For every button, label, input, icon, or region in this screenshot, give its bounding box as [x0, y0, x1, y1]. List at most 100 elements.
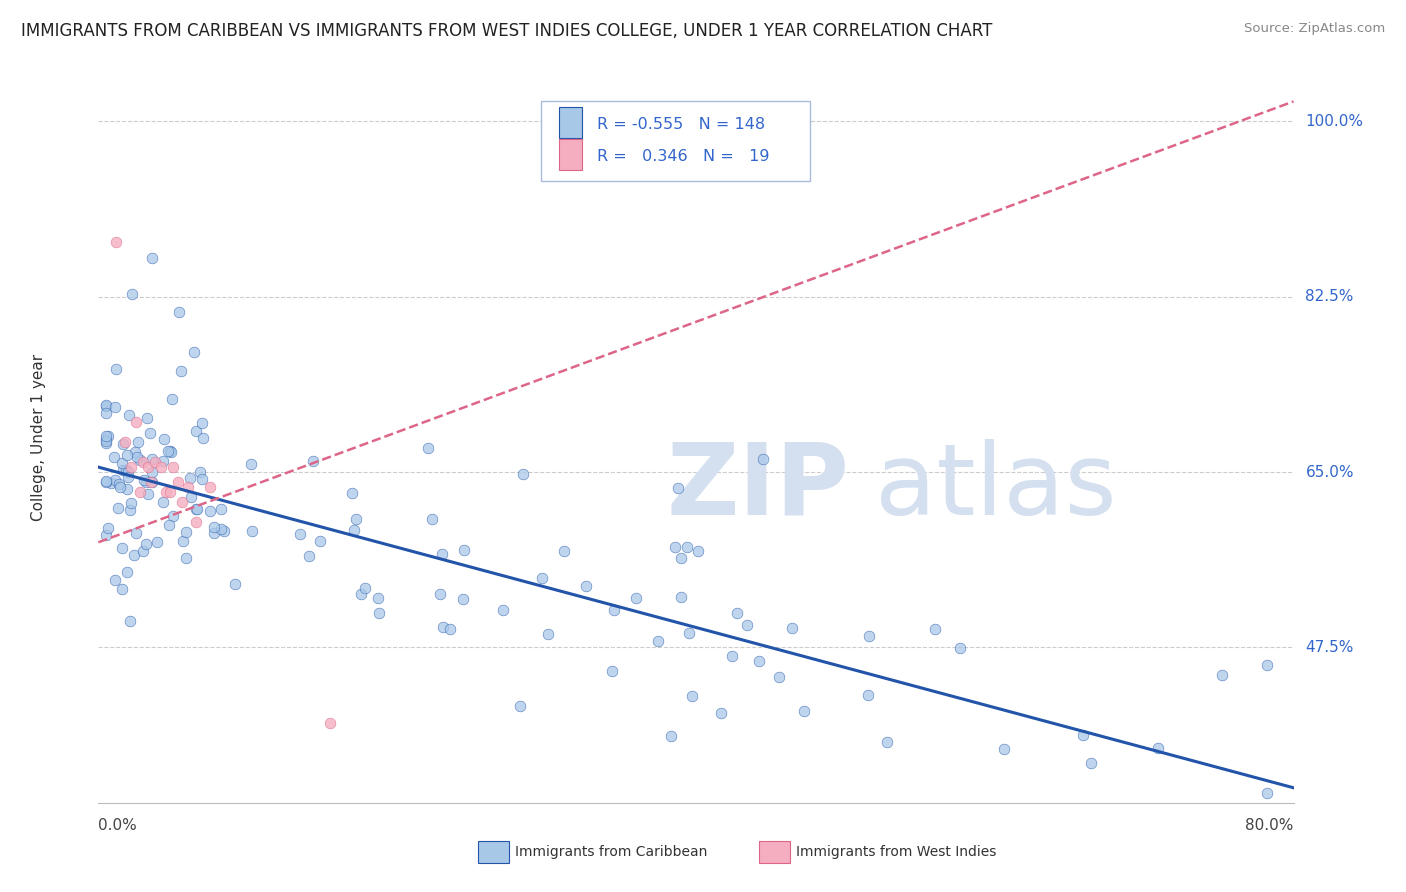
Text: ZIP: ZIP	[666, 439, 849, 536]
Point	[179, 471, 201, 485]
Text: R =   0.346   N =   19: R = 0.346 N = 19	[596, 150, 769, 164]
Point	[117, 465, 139, 479]
Point	[135, 411, 157, 425]
Point	[107, 500, 129, 515]
Point	[170, 363, 193, 377]
Point	[725, 607, 748, 621]
Point	[735, 618, 758, 632]
Point	[224, 577, 246, 591]
Point	[575, 579, 598, 593]
Point	[949, 640, 972, 655]
Point	[122, 548, 145, 562]
Point	[129, 485, 152, 500]
Point	[188, 466, 211, 480]
Point	[141, 466, 163, 480]
FancyBboxPatch shape	[558, 139, 582, 170]
Point	[135, 537, 157, 551]
Point	[193, 431, 215, 445]
Point	[204, 520, 226, 534]
Text: 80.0%: 80.0%	[1246, 818, 1294, 833]
Point	[121, 287, 143, 301]
Point	[748, 654, 770, 668]
Text: 82.5%: 82.5%	[1306, 289, 1354, 304]
Point	[139, 425, 162, 440]
Point	[97, 429, 120, 443]
Text: 100.0%: 100.0%	[1306, 114, 1364, 129]
Point	[105, 235, 128, 249]
Point	[111, 437, 134, 451]
Point	[509, 698, 531, 713]
Point	[302, 454, 325, 468]
Point	[159, 444, 181, 458]
Point	[159, 485, 181, 500]
Point	[114, 435, 136, 450]
Point	[183, 345, 205, 359]
Point	[174, 524, 197, 539]
Point	[117, 470, 139, 484]
Point	[453, 542, 475, 557]
Point	[624, 591, 647, 605]
Point	[104, 473, 127, 487]
Point	[94, 528, 117, 542]
Point	[120, 495, 142, 509]
Point	[856, 688, 879, 702]
Point	[669, 551, 692, 566]
FancyBboxPatch shape	[541, 101, 810, 181]
Point	[451, 592, 474, 607]
Point	[139, 475, 162, 490]
Point	[298, 549, 321, 563]
Point	[924, 622, 946, 636]
Point	[344, 512, 367, 526]
Text: 65.0%: 65.0%	[1306, 465, 1354, 480]
Point	[132, 543, 155, 558]
Text: 47.5%: 47.5%	[1306, 640, 1354, 655]
Point	[666, 482, 689, 496]
Point	[1080, 756, 1102, 770]
Point	[111, 541, 134, 556]
Point	[167, 305, 190, 319]
Point	[512, 467, 534, 481]
Point	[108, 476, 131, 491]
Point	[104, 400, 127, 414]
Point	[209, 522, 232, 536]
Point	[177, 480, 200, 494]
Point	[111, 582, 134, 596]
Point	[135, 475, 157, 490]
Text: atlas: atlas	[876, 439, 1116, 536]
Point	[108, 480, 131, 494]
Point	[172, 534, 194, 549]
Point	[780, 621, 803, 635]
Point	[125, 415, 148, 429]
Point	[367, 591, 389, 605]
Point	[132, 473, 155, 487]
Text: Immigrants from West Indies: Immigrants from West Indies	[796, 845, 997, 859]
Text: IMMIGRANTS FROM CARIBBEAN VS IMMIGRANTS FROM WEST INDIES COLLEGE, UNDER 1 YEAR C: IMMIGRANTS FROM CARIBBEAN VS IMMIGRANTS …	[21, 22, 993, 40]
Text: Immigrants from Caribbean: Immigrants from Caribbean	[515, 845, 707, 859]
Point	[117, 482, 139, 496]
Point	[420, 512, 443, 526]
Point	[180, 490, 202, 504]
Point	[688, 543, 710, 558]
Point	[429, 587, 451, 601]
Point	[94, 405, 117, 419]
Point	[103, 450, 125, 464]
Point	[125, 450, 148, 465]
Point	[94, 434, 117, 449]
Point	[172, 495, 194, 509]
Point	[115, 448, 138, 462]
Point	[242, 524, 264, 538]
Point	[159, 443, 181, 458]
Point	[288, 527, 311, 541]
Point	[94, 398, 117, 412]
Point	[209, 502, 232, 516]
Point	[186, 424, 208, 438]
Point	[191, 472, 214, 486]
Point	[166, 475, 188, 490]
Text: College, Under 1 year: College, Under 1 year	[31, 353, 46, 521]
Point	[675, 540, 697, 554]
Point	[94, 475, 117, 490]
Point	[1256, 786, 1278, 800]
FancyBboxPatch shape	[558, 107, 582, 138]
Point	[94, 432, 117, 446]
Point	[432, 548, 454, 562]
